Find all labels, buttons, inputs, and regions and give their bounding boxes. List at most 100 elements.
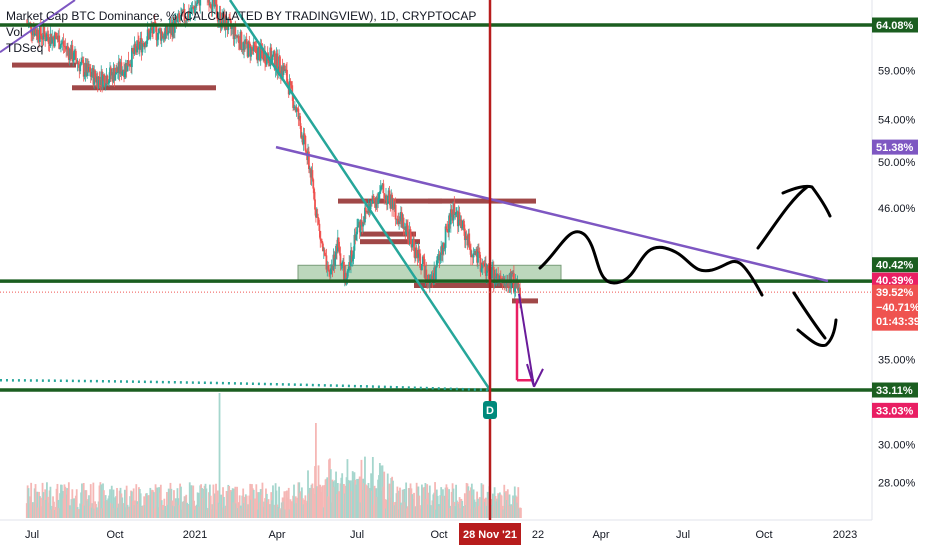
time-tick-label: 22 — [532, 529, 544, 541]
candle-body — [94, 70, 97, 78]
volume-bar — [209, 495, 212, 518]
candle-body — [46, 34, 49, 38]
price-tick-label: 50.00% — [878, 157, 916, 169]
volume-bar — [468, 490, 471, 518]
candle-body — [363, 222, 365, 223]
volume-bar — [293, 484, 295, 518]
candle-body — [271, 56, 273, 63]
volume-bar — [418, 495, 421, 518]
candle-body — [406, 225, 409, 240]
candle-body — [289, 80, 292, 82]
candle-body — [145, 40, 148, 47]
candle-body — [39, 25, 42, 36]
candle-body — [285, 69, 288, 71]
legend-title: Market Cap BTC Dominance, % (CALCULATED … — [6, 9, 477, 23]
candle-body — [445, 226, 448, 230]
candle-body — [114, 74, 117, 81]
candle-body — [270, 47, 273, 63]
candle-body — [460, 219, 463, 229]
candle-body — [439, 254, 442, 261]
candle-body — [382, 183, 385, 194]
candle-body — [228, 17, 231, 19]
volume-bar — [218, 393, 221, 518]
volume-bar — [261, 482, 264, 518]
candle-body — [406, 223, 408, 226]
candle-body — [477, 251, 480, 253]
candle-body — [98, 76, 101, 81]
candle-body — [302, 133, 305, 145]
candle-body — [43, 26, 46, 35]
candle-body — [398, 220, 401, 224]
candle-body — [60, 43, 62, 48]
candle-body — [211, 0, 214, 11]
candle-body — [47, 37, 50, 44]
candle-body — [248, 41, 251, 44]
candle-body — [373, 199, 376, 201]
candle-body — [243, 41, 245, 51]
candle-body — [237, 35, 240, 44]
price-badge — [872, 17, 918, 33]
candle-body — [138, 44, 141, 50]
candle-body — [435, 260, 438, 268]
candle-body — [314, 209, 317, 218]
candle-body — [217, 20, 220, 22]
candle-body — [215, 0, 217, 5]
price-axis[interactable]: 59.00% 54.00% 50.00% 46.00% 35.00% 30.00% 28.0… — [872, 17, 920, 490]
volume-bars — [25, 393, 522, 518]
candle-body — [142, 43, 145, 45]
resistance-band — [428, 198, 536, 204]
candle-body — [307, 151, 310, 169]
candle-body — [255, 45, 258, 53]
candle-body — [74, 50, 77, 60]
candle-body — [394, 204, 397, 220]
candle-body — [478, 251, 481, 258]
candle-body — [59, 47, 61, 49]
volume-bar — [341, 473, 344, 518]
candle-body — [44, 34, 47, 42]
candle-body — [323, 249, 326, 256]
volume-bar — [428, 485, 431, 518]
candle-body — [347, 270, 350, 272]
candle-body — [62, 41, 65, 47]
volume-bar — [75, 489, 78, 518]
candle-body — [215, 4, 218, 19]
price-badge — [872, 402, 918, 418]
candle-body — [208, 0, 210, 6]
volume-bar — [193, 500, 196, 518]
volume-bar — [245, 495, 248, 518]
volume-bar — [415, 482, 418, 518]
candle-body — [480, 268, 483, 272]
candle-body — [67, 46, 69, 51]
candle-body — [194, 5, 197, 7]
candle-body — [188, 13, 191, 19]
marker-d-box — [483, 401, 497, 419]
volume-bar — [329, 469, 332, 518]
candle-body — [410, 239, 413, 248]
candle-body — [45, 40, 47, 42]
candle-body — [286, 81, 289, 84]
candle-body — [51, 36, 54, 44]
time-axis[interactable]: Jul Oct 2021 Apr Jul Oct 28 Nov '21 22 Apr Jul Oct… — [25, 523, 857, 545]
time-tick-label: Apr — [592, 529, 609, 541]
candle-body — [279, 56, 281, 73]
candle-body — [104, 85, 107, 87]
candle-body — [124, 71, 126, 78]
candle-body — [485, 270, 488, 276]
candle-body — [511, 272, 514, 274]
candle-body — [421, 264, 423, 271]
candle-body — [379, 186, 382, 192]
volume-bar — [139, 493, 142, 518]
candle-body — [335, 245, 337, 259]
volume-bar — [426, 484, 429, 518]
volume-bar — [110, 485, 113, 518]
candle-body — [220, 26, 223, 28]
drawings-back — [12, 62, 562, 304]
volume-bar — [135, 484, 138, 518]
candle-body — [319, 230, 322, 240]
volume-bar — [517, 487, 520, 518]
volume-bar — [92, 482, 95, 518]
trendline-teal — [228, 0, 492, 391]
candle-body — [107, 83, 110, 85]
candle-body — [77, 62, 80, 65]
